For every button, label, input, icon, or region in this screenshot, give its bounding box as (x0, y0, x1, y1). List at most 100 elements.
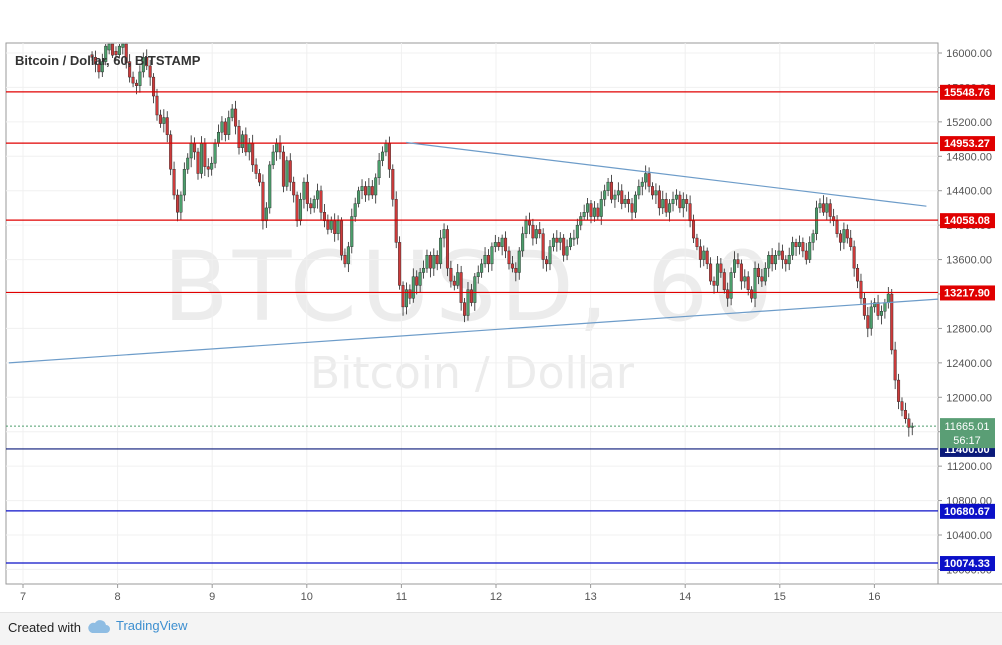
candle-body (401, 285, 405, 308)
candle-body (428, 255, 432, 269)
candle-body (551, 237, 555, 247)
candle-body (193, 143, 197, 153)
candle-body (384, 143, 388, 153)
candle-body (210, 162, 214, 170)
candle-body (504, 237, 508, 252)
x-tick-label: 16 (868, 591, 880, 603)
symbol-label: Bitcoin / Dollar, 60, BITSTAMP (15, 53, 201, 68)
candle-body (107, 43, 111, 51)
candle-body (832, 216, 836, 222)
candle-body (568, 237, 572, 247)
candle-body (408, 289, 412, 299)
candle-body (97, 63, 101, 73)
candle-body (739, 263, 743, 282)
candle-body (726, 289, 730, 299)
candle-body (531, 224, 535, 239)
candle-body (712, 280, 716, 286)
candle-body (640, 181, 644, 187)
candle-body (770, 255, 774, 265)
candle-body (292, 181, 296, 196)
candle-body (514, 267, 518, 273)
candle-body (134, 82, 138, 86)
candle-body (647, 173, 651, 187)
candle-body (367, 186, 371, 196)
candle-body (534, 229, 538, 239)
candle-body (493, 242, 497, 247)
x-tick-label: 11 (396, 591, 407, 603)
candle-body (715, 263, 719, 286)
x-axis[interactable]: 7 8 9 10 11 12 13 14 15 16 (20, 584, 881, 603)
candle-body (329, 220, 333, 230)
candle-body (763, 267, 767, 282)
candle-body (186, 157, 190, 170)
candle-body (285, 160, 289, 187)
candle-body (815, 207, 819, 234)
candle-body (545, 259, 549, 265)
candle-body (866, 315, 870, 329)
candle-body (295, 194, 299, 222)
candle-body (145, 57, 149, 67)
candle-body (381, 151, 385, 161)
candle-body (692, 220, 696, 239)
candle-body (333, 220, 337, 234)
candle-body (473, 276, 477, 303)
candle-body (661, 199, 665, 209)
candle-body (206, 166, 210, 170)
level-badge (940, 84, 995, 100)
candle-body (288, 160, 292, 183)
candle-body (603, 190, 607, 200)
trendline[interactable] (8, 298, 939, 364)
candle-body (449, 267, 453, 282)
tradingview-link[interactable]: TradingView (88, 618, 188, 634)
trendlines[interactable] (8, 141, 939, 364)
candle-body (610, 181, 614, 200)
horizontal-levels[interactable] (6, 91, 938, 564)
candle-body (158, 114, 162, 124)
candle-body (575, 224, 579, 239)
candle-body (152, 76, 156, 97)
candle-body (579, 216, 583, 226)
candle-body (883, 302, 887, 312)
candle-body (620, 190, 624, 204)
candle-body (360, 186, 364, 191)
footer: Created with TradingView (0, 612, 1002, 645)
candle-body (599, 199, 603, 217)
candle-body (319, 190, 323, 213)
candle-body (538, 229, 542, 234)
candle-body (637, 186, 641, 196)
candle-body (897, 379, 901, 402)
candle-body (240, 134, 244, 148)
x-tick-label: 7 (20, 591, 26, 603)
candle-body (217, 131, 221, 144)
candle-body (780, 250, 784, 260)
candle-body (377, 160, 381, 179)
candle-body (791, 242, 795, 256)
tradingview-label: TradingView (116, 618, 188, 633)
candle-body (674, 194, 678, 200)
candle-body (234, 108, 238, 127)
y-tick-label: 12000.00 (946, 392, 992, 404)
level-badge-label: 13217.90 (944, 287, 990, 299)
level-badge-label: 10074.33 (944, 558, 990, 570)
candle-body (230, 108, 234, 118)
candle-body (756, 267, 760, 277)
trendline[interactable] (406, 141, 927, 207)
candle-body (736, 259, 740, 265)
candle-body (220, 121, 224, 133)
candle-body (668, 203, 672, 213)
level-badge (940, 136, 995, 152)
level-badge-label: 15548.76 (944, 87, 990, 99)
candle-body (387, 143, 391, 170)
candle-body (678, 194, 682, 209)
candle-body (422, 267, 426, 273)
candle-body (418, 272, 422, 286)
candle-body (760, 276, 764, 282)
candle-body (223, 121, 227, 135)
candle-body (842, 229, 846, 243)
y-tick-label: 13600.00 (946, 255, 992, 267)
y-tick-label: 11200.00 (947, 461, 992, 473)
candle-body (476, 272, 480, 277)
candle-body (787, 255, 791, 265)
candle-body (131, 76, 135, 84)
